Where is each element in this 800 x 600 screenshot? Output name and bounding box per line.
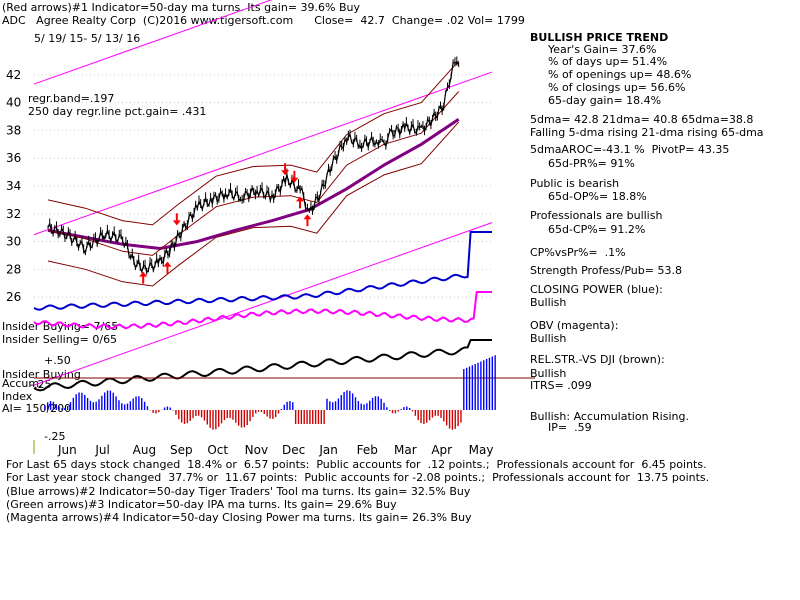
y-axis-labels: 42 40 38 36 34 32 30 28 26	[6, 68, 21, 304]
footer-line-1: For Last 65 days stock changed 18.4% or …	[6, 458, 707, 471]
x-tick-label: May	[469, 443, 494, 457]
accum-label: Accum.	[2, 377, 43, 390]
prof-title: Professionals are bullish	[530, 209, 663, 222]
indicator-title: (Red arrows)#1 Indicator=50-day ma turns…	[2, 1, 360, 14]
x-axis-labels: Jun Jul Aug Sep Oct Nov Dec Jan Feb Mar Apr May	[33, 440, 494, 457]
x-tick-label: Aug	[133, 443, 156, 457]
regression-channel	[33, 0, 493, 386]
moving-averages	[47, 60, 460, 287]
footer-line-2: For Last year stock changed 37.7% or 11.…	[6, 471, 710, 484]
plus50-label: +.50	[44, 354, 71, 367]
indicator-panel	[33, 231, 535, 392]
upper-channel-line	[33, 0, 273, 85]
arrows	[139, 163, 312, 284]
x-tick-label: Jan	[318, 443, 338, 457]
cp65: 65d-CP%= 91.2%	[548, 223, 646, 236]
public-title: Public is bearish	[530, 177, 620, 190]
regression-line	[33, 71, 493, 236]
price-series	[47, 56, 460, 275]
red-arrow-up	[139, 271, 148, 284]
red-arrow-down	[172, 213, 181, 226]
stock-header: ADC Agree Realty Corp (C)2016 www.tigers…	[2, 14, 525, 27]
closing-power-status: Bullish	[530, 296, 567, 309]
op65: 65d-OP%= 18.8%	[548, 190, 647, 203]
date-range: 5/ 19/ 15- 5/ 13/ 16	[34, 32, 141, 45]
x-tick-label: Feb	[357, 443, 378, 457]
x-tick-label: Jul	[94, 443, 109, 457]
lower-channel-line	[33, 222, 493, 386]
x-tick-label: Jun	[57, 443, 77, 457]
price-line	[47, 61, 460, 274]
y-tick-label: 30	[6, 235, 21, 249]
relstr-label: REL.STR.-VS DJI (brown):	[530, 353, 665, 366]
regr-band-label: regr.band=.197	[28, 92, 115, 105]
ma-21-line	[47, 91, 460, 256]
obv-line	[33, 291, 492, 330]
strength: Strength Profess/Pub= 53.8	[530, 264, 682, 277]
accumulation-panel	[44, 355, 496, 430]
x-tick-label: Nov	[245, 443, 268, 457]
y-tick-label: 32	[6, 207, 21, 221]
red-arrow-up	[163, 261, 172, 274]
y-tick-label: 36	[6, 151, 21, 165]
openings-up: % of openings up= 48.6%	[548, 68, 692, 81]
regr-gain-label: 250 day regr.line pct.gain= .431	[28, 105, 207, 118]
y-tick-label: 28	[6, 262, 21, 276]
relstr-line	[33, 339, 492, 392]
obv-label: OBV (magenta):	[530, 319, 619, 332]
lower-band-line	[47, 121, 460, 287]
obv-status: Bullish	[530, 332, 567, 345]
dma-trend: Falling 5-dma rising 21-dma rising 65-dm…	[530, 126, 764, 139]
closing-power-label: CLOSING POWER (blue):	[530, 283, 663, 296]
y-tick-label: 40	[6, 96, 21, 110]
accum-title: Bullish: Accumulation Rising.	[530, 410, 689, 423]
trend-title: BULLISH PRICE TREND	[530, 31, 669, 44]
ma-65-line	[47, 118, 460, 251]
x-tick-label: Mar	[394, 443, 417, 457]
y-tick-label: 34	[6, 179, 21, 193]
footer-line-4: (Green arrows)#3 Indicator=50-day IPA ma…	[6, 498, 397, 511]
red-arrow-up	[303, 214, 312, 227]
y-tick-label: 42	[6, 68, 21, 82]
days-up: % of days up= 51.4%	[548, 55, 668, 68]
red-arrow-down	[281, 163, 290, 176]
insider-selling-count: Insider Selling= 0/65	[2, 333, 118, 346]
footer-line-3: (Blue arrows)#2 Indicator=50-day Tiger T…	[6, 485, 471, 498]
y-tick-label: 26	[6, 290, 21, 304]
upper-band-line	[47, 60, 460, 226]
years-gain: Year's Gain= 37.6%	[548, 43, 657, 56]
y-tick-label: 38	[6, 123, 21, 137]
gain-65: 65-day gain= 18.4%	[548, 94, 662, 107]
aroc-pivot: 5dmaAROC=-43.1 % PivotP= 43.35	[530, 143, 730, 156]
dma-values: 5dma= 42.8 21dma= 40.8 65dma=38.8	[530, 113, 754, 126]
closing-power-line	[33, 231, 492, 311]
red-arrow-down	[290, 170, 299, 183]
index-label: Index	[2, 390, 33, 403]
x-tick-label: Apr	[431, 443, 452, 457]
itrs: ITRS= .099	[530, 379, 592, 392]
cp-vs-pr: CP%vsPr%= .1%	[530, 246, 626, 259]
x-tick-label: Sep	[170, 443, 193, 457]
x-tick-label: Oct	[207, 443, 228, 457]
pr65: 65d-PR%= 91%	[548, 157, 635, 170]
red-arrow-up	[296, 196, 304, 209]
relstr-status: Bullish	[530, 367, 567, 380]
x-tick-label: Dec	[282, 443, 305, 457]
gridlines	[34, 74, 492, 298]
closings-up: % of closings up= 56.6%	[548, 81, 686, 94]
minus25-label: -.25	[44, 430, 66, 443]
footer-line-5: (Magenta arrows)#4 Indicator=50-day Clos…	[6, 511, 472, 524]
ip-value: IP= .59	[548, 421, 592, 434]
